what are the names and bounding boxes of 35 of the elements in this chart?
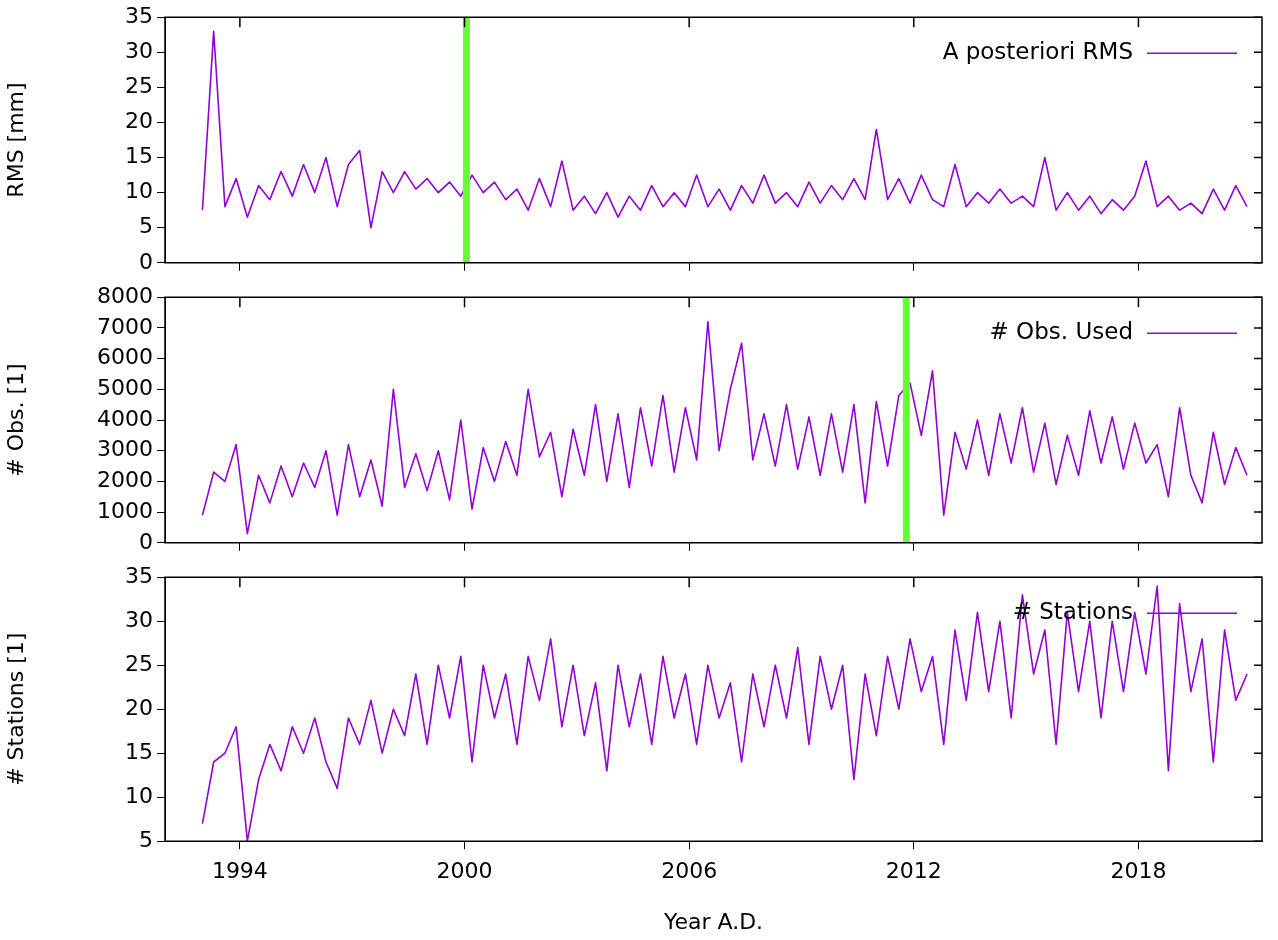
- x-tick-label: 1994: [211, 858, 268, 884]
- y-tick-label: 35: [125, 2, 153, 28]
- y-tick-label: 25: [125, 650, 153, 676]
- y-tick-label: 10: [125, 178, 153, 204]
- legend-label: A posteriori RMS: [942, 38, 1133, 65]
- y-axis-title: # Obs. [1]: [2, 363, 28, 477]
- x-tick-label: 2012: [885, 858, 942, 884]
- y-tick-label: 2000: [97, 467, 153, 493]
- y-tick-label: 8000: [97, 282, 153, 308]
- y-tick-label: 25: [125, 73, 153, 99]
- y-tick-label: 15: [125, 738, 153, 764]
- x-axis-title: Year A.D.: [662, 908, 764, 934]
- y-tick-label: 4000: [97, 405, 153, 431]
- y-tick-label: 15: [125, 143, 153, 169]
- x-tick-label: 2018: [1110, 858, 1167, 884]
- y-tick-label: 20: [125, 108, 153, 134]
- y-tick-label: 5: [139, 826, 153, 852]
- y-tick-label: 7000: [97, 313, 153, 339]
- x-tick-label: 2006: [661, 858, 718, 884]
- y-tick-label: 5: [139, 213, 153, 239]
- y-tick-label: 6000: [97, 344, 153, 370]
- y-tick-label: 0: [139, 528, 153, 554]
- y-tick-label: 30: [125, 606, 153, 632]
- y-tick-label: 5000: [97, 375, 153, 401]
- legend-label: # Obs. Used: [989, 318, 1133, 345]
- y-tick-label: 35: [125, 562, 153, 588]
- y-tick-label: 3000: [97, 436, 153, 462]
- y-tick-label: 20: [125, 694, 153, 720]
- y-axis-title: RMS [mm]: [2, 82, 28, 198]
- y-tick-label: 1000: [97, 497, 153, 523]
- y-axis-title: # Stations [1]: [2, 632, 28, 786]
- x-tick-label: 2000: [436, 858, 493, 884]
- y-tick-label: 30: [125, 38, 153, 63]
- y-tick-label: 10: [125, 782, 153, 808]
- y-tick-label: 0: [139, 248, 153, 274]
